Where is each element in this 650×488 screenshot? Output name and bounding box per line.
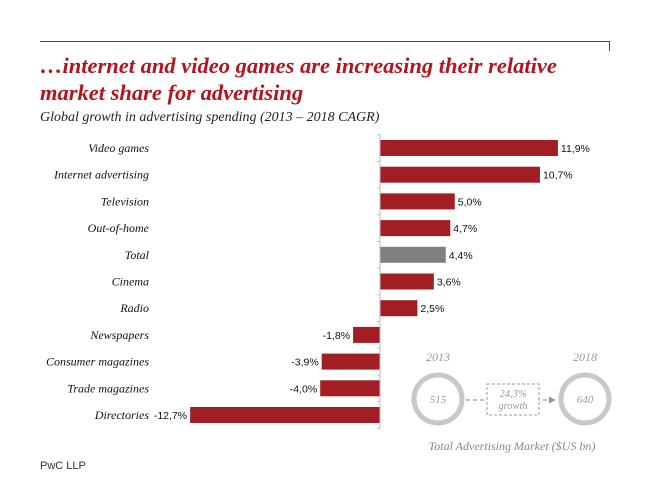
value-label-consumer-magazines: -3,9% [291, 357, 318, 369]
category-label-video-games: Video games [88, 141, 149, 155]
chart-subtitle: Global growth in advertising spending (2… [40, 110, 380, 125]
value-label-directories: -12,7% [154, 410, 187, 422]
page-title: …internet and video games are increasing… [40, 53, 557, 105]
category-label-television: Television [101, 194, 149, 208]
category-label-trade-magazines: Trade magazines [67, 381, 149, 395]
top-rule-tick [609, 41, 610, 51]
value-label-video-games: 11,9% [561, 143, 590, 155]
value-label-newspapers: -1,8% [323, 330, 350, 342]
bar-newspapers [353, 326, 380, 343]
category-label-out-of-home: Out-of-home [88, 221, 150, 235]
bar-television [380, 193, 455, 210]
bar-trade-magazines [320, 380, 380, 397]
footer-source: PwC LLP [40, 460, 86, 472]
value-label-internet-advertising: 10,7% [543, 170, 573, 182]
bar-cinema [380, 273, 434, 290]
bar-radio [380, 300, 418, 317]
market-caption: Total Advertising Market ($US bn) [429, 439, 596, 453]
value-label-cinema: 3,6% [437, 277, 461, 289]
growth-arrow-head [549, 396, 556, 404]
market-ring-start [411, 372, 465, 426]
category-label-newspapers: Newspapers [89, 328, 149, 342]
axis-ticks [377, 134, 380, 429]
market-ring-end [558, 372, 612, 426]
category-label-directories: Directories [94, 408, 150, 422]
bar-directories [190, 407, 380, 423]
bar-video-games [380, 140, 558, 156]
value-label-radio: 2,5% [420, 303, 444, 315]
bar-internet-advertising [380, 166, 540, 183]
category-label-internet-advertising: Internet advertising [53, 168, 149, 182]
value-label-trade-magazines: -4,0% [290, 383, 317, 395]
market-value-start: 515 [430, 394, 447, 406]
growth-value: 24,3% [499, 389, 526, 400]
category-label-consumer-magazines: Consumer magazines [46, 355, 149, 369]
value-label-television: 5,0% [458, 196, 482, 208]
growth-box [486, 383, 540, 416]
bar-consumer-magazines [321, 353, 380, 370]
growth-label: growth [498, 401, 527, 412]
market-value-end: 640 [577, 394, 594, 406]
market-panel: 2013 2018 515 640 24,3% growth Total Adv… [411, 350, 612, 453]
value-label-total: 4,4% [449, 250, 473, 262]
value-label-out-of-home: 4,7% [453, 223, 477, 235]
category-label-cinema: Cinema [112, 275, 149, 289]
top-rule [40, 41, 609, 42]
bar-out-of-home [380, 220, 451, 237]
category-label-total: Total [125, 248, 150, 262]
category-label-radio: Radio [119, 301, 149, 315]
bars-layer: Video games 11,9% Internet advertising 10,7… [46, 140, 590, 423]
market-year-end: 2018 [573, 350, 597, 364]
market-year-start: 2013 [426, 350, 450, 364]
bar-total [380, 246, 446, 263]
